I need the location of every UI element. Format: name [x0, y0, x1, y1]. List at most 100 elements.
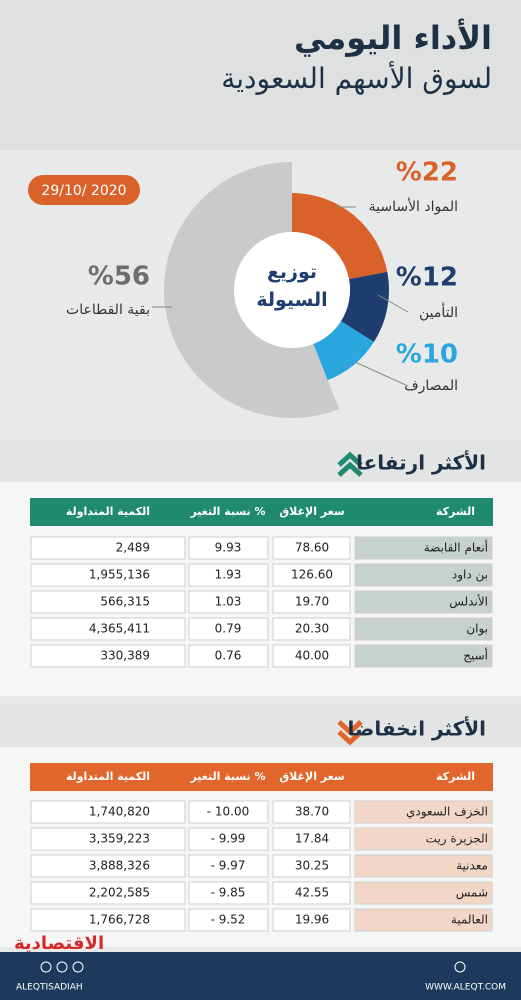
cell-value: 4,365,411	[89, 622, 150, 636]
value-label: %56	[88, 262, 150, 292]
cell-value: 0.76	[215, 649, 242, 663]
cell-value: 78.60	[295, 541, 329, 555]
cell-value: 126.60	[291, 568, 333, 582]
table-cell	[272, 800, 351, 824]
cell-value: - 9.99	[211, 832, 246, 846]
cell-value: 1,766,728	[89, 913, 150, 927]
cell-value: 1,740,820	[89, 805, 150, 819]
company-name: بن داود	[452, 568, 488, 583]
header-bg	[0, 0, 521, 150]
cell-value: 2,489	[116, 541, 150, 555]
cell-value: 3,359,223	[89, 832, 150, 846]
leader-lines	[152, 206, 409, 387]
table-cell	[188, 536, 269, 560]
cell-value: 42.55	[295, 886, 329, 900]
table-cell	[354, 590, 493, 614]
table-cell	[188, 590, 269, 614]
up-chevrons	[337, 451, 363, 477]
company-name: العالمية	[451, 913, 488, 927]
cell-value: 40.00	[295, 649, 329, 663]
donut-hole	[234, 232, 350, 348]
table-header	[30, 498, 493, 526]
column-header: سعر الإغلاق	[279, 770, 344, 783]
cell-value: 0.79	[215, 622, 242, 636]
table-cell	[30, 854, 186, 878]
value-label: %12	[396, 263, 458, 293]
table-cell	[30, 644, 186, 668]
company-name: أنعام القابضة	[424, 540, 488, 555]
column-header: سعر الإغلاق	[279, 505, 344, 518]
column-header: الكمية المتداولة	[66, 770, 150, 783]
cell-value: 1.03	[215, 595, 242, 609]
cell-value: - 10.00	[207, 805, 250, 819]
cell-value: 1.93	[215, 568, 242, 582]
legend-label: المصارف	[404, 378, 458, 394]
table-cell	[188, 644, 269, 668]
cell-value: 566,315	[100, 595, 150, 609]
cell-value: 38.70	[295, 805, 329, 819]
table-cell	[30, 881, 186, 905]
social-icons	[40, 961, 466, 973]
cell-value: 9.93	[215, 541, 242, 555]
cell-value: 3,888,326	[89, 859, 150, 873]
date-badge	[28, 175, 140, 205]
table-cell	[354, 827, 493, 851]
company-name: أسيج	[463, 648, 488, 663]
table-cell	[272, 536, 351, 560]
table-cell	[272, 881, 351, 905]
table-cell	[30, 617, 186, 641]
table-cell	[272, 644, 351, 668]
table-cell	[354, 617, 493, 641]
table-cell	[354, 881, 493, 905]
legend-label: التأمين	[419, 302, 458, 321]
company-name: بوان	[466, 622, 488, 637]
value-label: %10	[396, 340, 458, 370]
legend-label: المواد الأساسية	[369, 197, 458, 215]
cell-value: - 9.97	[211, 859, 246, 873]
table-cell	[354, 908, 493, 932]
section-title: الأكثر ارتفاعا	[356, 450, 486, 475]
column-header: نسبة التغير %	[189, 505, 265, 518]
table-cell	[30, 827, 186, 851]
column-header: نسبة التغير %	[189, 770, 265, 783]
logo: الاقتصادية	[14, 933, 104, 954]
value-label: %22	[396, 158, 458, 188]
column-header: الشركة	[436, 505, 475, 518]
pie-slice	[340, 271, 389, 342]
cell-value: 20.30	[295, 622, 329, 636]
table-cell	[272, 854, 351, 878]
losers-band	[0, 705, 521, 747]
table-header	[30, 763, 493, 791]
company-name: الأندلس	[449, 594, 488, 610]
table-cell	[272, 617, 351, 641]
table-cell	[30, 590, 186, 614]
table-cell	[188, 563, 269, 587]
column-header: الشركة	[436, 770, 475, 783]
table-cell	[354, 563, 493, 587]
pie-slice	[313, 321, 374, 381]
column-header: الكمية المتداولة	[66, 505, 150, 518]
table-cell	[30, 563, 186, 587]
table-cell	[272, 563, 351, 587]
table-cell	[272, 827, 351, 851]
down-chevrons	[337, 720, 363, 746]
cell-value: - 9.85	[211, 886, 246, 900]
subtitle: لسوق الأسهم السعودية	[221, 60, 492, 95]
cell-value: 19.70	[295, 595, 329, 609]
table-cell	[188, 854, 269, 878]
website: WWW.ALEQT.COM	[425, 983, 506, 993]
donut-center-label: توزيع السيولة	[256, 261, 328, 311]
table-cell	[188, 800, 269, 824]
section-title: الأكثر انخفاضا	[348, 716, 486, 741]
pie-slice	[163, 162, 340, 418]
table-cell	[188, 881, 269, 905]
handle: ALEQTISADIAH	[16, 983, 83, 993]
table-cell	[188, 617, 269, 641]
table-cell	[272, 908, 351, 932]
table-cell	[272, 590, 351, 614]
cell-value: - 9.52	[211, 913, 246, 927]
date: 29/10/ 2020	[41, 183, 126, 199]
table-cell	[354, 800, 493, 824]
